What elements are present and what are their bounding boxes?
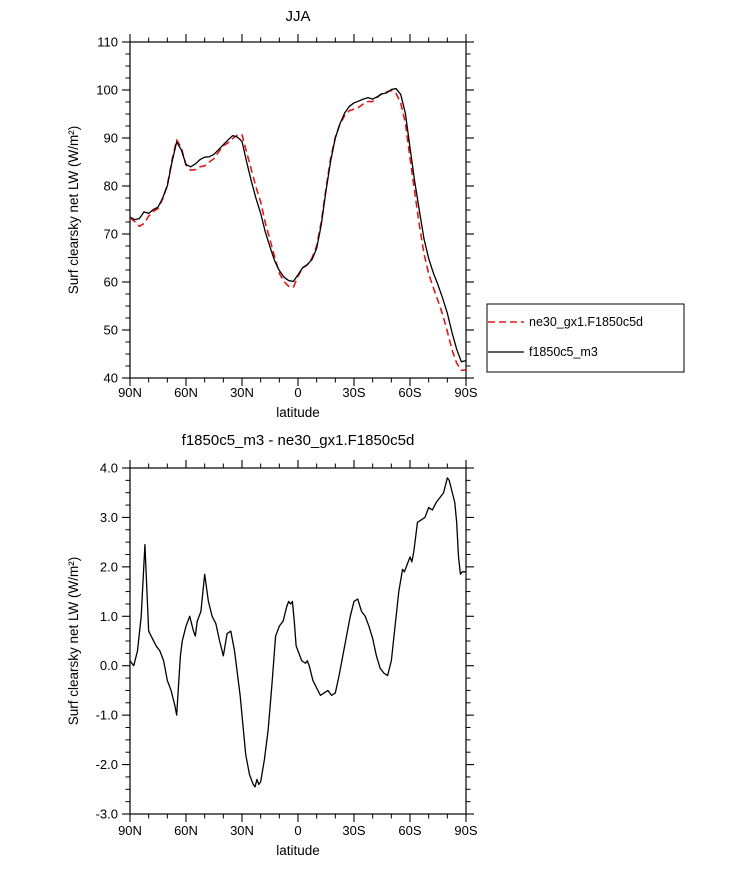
y-tick-label: -1.0 xyxy=(96,708,118,723)
x-tick-label: 0 xyxy=(294,823,301,838)
legend-label: f1850c5_m3 xyxy=(529,345,598,359)
legend-box xyxy=(486,303,685,373)
chart-bottom-title: f1850c5_m3 - ne30_gx1.F1850c5d xyxy=(182,432,415,449)
y-tick-label: 100 xyxy=(96,83,118,98)
x-tick-label: 90N xyxy=(118,823,142,838)
plot-frame xyxy=(129,467,467,815)
x-tick-label: 90N xyxy=(118,385,142,400)
y-tick-label: -3.0 xyxy=(96,807,118,822)
y-tick-label: 40 xyxy=(104,371,118,386)
y-tick-label: 80 xyxy=(104,179,118,194)
x-tick-label: 60N xyxy=(174,823,198,838)
y-tick-label: 110 xyxy=(97,35,118,50)
legend-label: ne30_gx1.F1850c5d xyxy=(529,315,643,329)
x-tick-label: 30N xyxy=(230,385,254,400)
chart-top-ylabel: Surf clearsky net LW (W/m²) xyxy=(66,126,81,295)
y-tick-label: 2.0 xyxy=(100,559,118,574)
chart-bottom-xlabel: latitude xyxy=(276,843,320,858)
chart-bottom-ylabel: Surf clearsky net LW (W/m²) xyxy=(66,557,81,726)
series-line-f1850c5_m3 xyxy=(129,87,467,363)
y-tick-label: -2.0 xyxy=(96,757,118,772)
chart-top: JJA latitude Surf clearsky net LW (W/m²)… xyxy=(66,8,685,420)
plot-frame xyxy=(129,41,467,379)
x-tick-label: 0 xyxy=(294,385,301,400)
x-tick-label: 30N xyxy=(230,823,254,838)
x-tick-label: 30S xyxy=(342,385,365,400)
x-tick-label: 60S xyxy=(398,823,421,838)
series-line-ne30_gx1.F1850c5d xyxy=(129,89,467,372)
x-tick-label: 60S xyxy=(398,385,421,400)
chart-top-title: JJA xyxy=(285,8,310,25)
x-tick-label: 60N xyxy=(174,385,198,400)
plot-area-bottom: 90N 60N 30N 0 30S 60S 90S -3.0 -2.0 -1.0 0.0 1.0 2.0… xyxy=(96,460,478,838)
y-tick-label: 70 xyxy=(104,227,118,242)
x-tick-label: 90S xyxy=(454,385,477,400)
y-tick-label: 90 xyxy=(104,131,118,146)
chart-bottom: f1850c5_m3 - ne30_gx1.F1850c5d latitude … xyxy=(66,432,478,858)
y-tick-label: 4.0 xyxy=(100,461,118,476)
y-tick-label: 50 xyxy=(104,323,118,338)
y-tick-label: 1.0 xyxy=(100,609,118,624)
x-tick-label: 90S xyxy=(454,823,477,838)
y-tick-label: 60 xyxy=(104,275,118,290)
x-tick-label: 30S xyxy=(342,823,365,838)
chart-top-xlabel: latitude xyxy=(276,405,320,420)
plot-area-top: 90N 60N 30N 0 30S 60S 90S 40 50 60 70 80 90 100 110 ne3… xyxy=(96,34,685,400)
y-tick-label: 3.0 xyxy=(100,510,118,525)
series-line-f1850c5_m3 - ne30_gx1.F1850c5d xyxy=(129,477,466,788)
y-tick-label: 0.0 xyxy=(100,658,118,673)
